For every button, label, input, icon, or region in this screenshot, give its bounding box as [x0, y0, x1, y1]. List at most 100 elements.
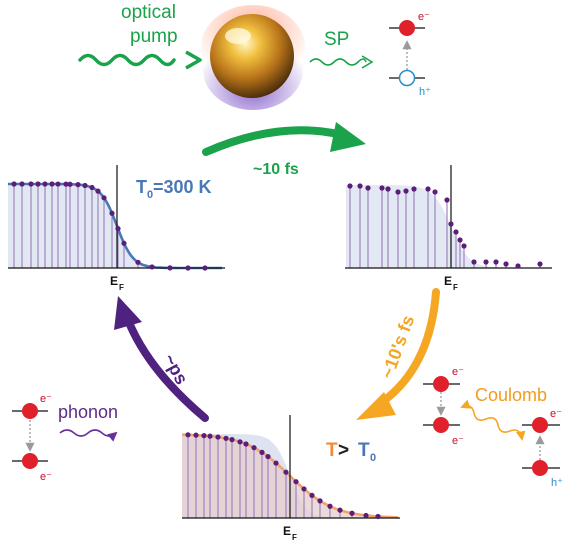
panel3-occupation-dot	[363, 512, 369, 519]
gold-nanoparticle-icon	[201, 5, 305, 110]
panel1-occupation-dot	[185, 265, 191, 271]
panel1-occupation-dot	[11, 181, 17, 187]
svg-text:pump: pump	[130, 26, 178, 47]
svg-text:e⁻: e⁻	[550, 408, 562, 420]
panel3-occupation-dot	[265, 453, 271, 460]
panel3-occupation-dot	[251, 445, 257, 451]
panel1-occupation-dot	[55, 181, 61, 187]
panel3-occupation-dot	[375, 513, 381, 520]
svg-text:e⁻: e⁻	[40, 393, 52, 405]
panel2-occupation-dot	[411, 186, 417, 192]
hole-label: h⁺	[419, 86, 431, 98]
panel2-occupation-dot	[444, 197, 450, 203]
cycle-arrow-10fs-icon	[202, 126, 346, 156]
panel1-occupation-dot	[67, 181, 73, 187]
svg-text:h⁺: h⁺	[551, 477, 563, 489]
svg-text:T: T	[358, 440, 370, 461]
panel2-occupation-dot	[425, 186, 431, 192]
svg-text:E: E	[283, 524, 291, 538]
panel1-occupation-dot	[75, 182, 81, 188]
panel1-occupation-dot	[63, 181, 69, 187]
panel1-ef-label: E F	[110, 274, 124, 292]
svg-text:0: 0	[147, 189, 153, 201]
panel2-occupation-dot	[483, 259, 489, 265]
electron-icon	[532, 417, 548, 433]
panel2-occupation-dot	[453, 229, 459, 235]
sp-label: SP	[324, 29, 349, 50]
panel2-occupation-dot	[537, 261, 543, 267]
coulomb-wave-icon	[460, 399, 526, 441]
electron-icon	[22, 403, 38, 419]
cycle-arrowhead-ps-icon	[114, 296, 142, 330]
panel1-occupation-dot	[49, 181, 55, 187]
electron-icon	[399, 20, 415, 36]
panel2-occupation-dot	[448, 221, 454, 227]
panel2-occupation-dot	[357, 183, 363, 189]
optical-pump-wave-icon	[78, 53, 176, 67]
panel1-occupation-dot	[149, 264, 155, 270]
panel1-occupation-dot	[135, 259, 141, 265]
panel3-occupation-dot	[215, 434, 221, 440]
fermi-panel-thermal: E F T 0 =300 K	[8, 165, 225, 292]
coulomb-scattering-group: e⁻ e⁻ e⁻ h⁺ Coulomb	[423, 366, 563, 489]
panel2-occupation-dot	[457, 237, 463, 243]
panel3-occupation-dot	[243, 441, 249, 447]
panel3-occupation-dot	[317, 498, 323, 504]
panel3-occupation-dot	[207, 433, 213, 439]
panel1-occupation-dot	[35, 181, 41, 187]
svg-text:F: F	[119, 283, 124, 292]
panel2-equilibrium-area	[346, 185, 552, 268]
sp-electron-hole-pair: e⁻ h⁺	[389, 11, 431, 98]
phonon-emission-group: e⁻ e⁻ phonon	[12, 393, 118, 483]
svg-text:e⁻: e⁻	[452, 435, 464, 447]
hole-icon	[398, 69, 416, 87]
panel2-occupation-dot	[379, 185, 385, 191]
panel3-occupation-dot	[223, 435, 229, 441]
panel2-occupation-dot	[432, 189, 438, 195]
panel3-ef-label: E F	[283, 524, 297, 542]
label-10fs: ~10 fs	[253, 161, 299, 178]
svg-text:F: F	[453, 283, 458, 292]
panel1-occupation-dot	[19, 181, 25, 187]
electron-icon	[22, 453, 38, 469]
panel1-occupation-dot	[167, 265, 173, 271]
electron-icon	[433, 376, 449, 392]
phonon-wave-icon	[59, 429, 118, 442]
panel3-occupation-dot	[237, 439, 243, 445]
panel1-occupation-dot	[89, 184, 95, 191]
fermi-panel-nonthermal: E F	[345, 165, 552, 292]
panel3-occupation-dot	[337, 507, 343, 513]
panel1-occupation-dot	[202, 265, 208, 271]
panel2-occupation-dot	[471, 259, 477, 265]
panel3-occupation-dot	[193, 432, 199, 438]
panel3-occupation-dot	[259, 449, 265, 455]
svg-text:e⁻: e⁻	[452, 366, 464, 378]
svg-text:E: E	[110, 274, 118, 288]
panel2-occupation-dot	[515, 263, 521, 269]
panel1-occupation-dot	[28, 181, 34, 187]
panel2-occupation-dot	[403, 188, 409, 194]
panel1-temperature-label: T 0 =300 K	[136, 177, 212, 201]
panel2-occupation-dot	[385, 186, 391, 192]
panel1-occupation-dot	[95, 188, 101, 194]
svg-text:F: F	[292, 533, 297, 542]
panel3-occupation-dot	[327, 503, 333, 509]
panel2-occupation-dot	[347, 183, 353, 189]
panel1-occupation-dot	[121, 240, 127, 246]
panel3-occupation-dot	[301, 486, 307, 492]
panel2-occupation-dot	[395, 189, 401, 195]
panel2-occupation-dot	[365, 185, 371, 191]
panel3-occupation-dot	[283, 469, 289, 475]
panel3-occupation-dot	[349, 510, 355, 516]
panel3-occupation-dot	[309, 492, 315, 499]
panel2-occupation-dot	[461, 243, 467, 249]
coulomb-label: Coulomb	[475, 385, 547, 405]
panel2-occupation-dot	[493, 259, 499, 265]
svg-text:e⁻: e⁻	[40, 471, 52, 483]
cycle-arrowhead-10sfs-icon	[356, 392, 396, 420]
cycle-arrowhead-10fs-icon	[330, 122, 366, 152]
panel3-occupation-dot	[201, 433, 207, 439]
panel3-occupation-dot	[273, 460, 279, 466]
panel3-temperature-label: T > T 0	[326, 440, 376, 464]
